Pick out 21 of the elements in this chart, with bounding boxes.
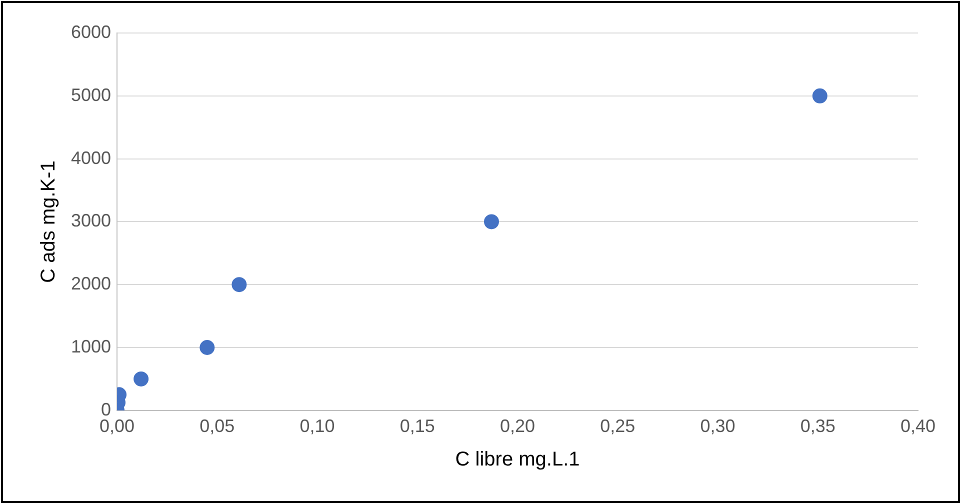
y-tick-label: 1000	[70, 336, 112, 356]
x-tick-label: 0,35	[800, 416, 836, 436]
y-tick-label: 4000	[70, 148, 112, 168]
y-tick-label: 2000	[70, 274, 112, 294]
x-tick-label: 0,30	[700, 416, 736, 436]
x-tick-label: 0,20	[500, 416, 536, 436]
x-tick-label: 0,05	[200, 416, 235, 436]
point	[812, 88, 828, 104]
y-tick-label: 5000	[70, 84, 112, 105]
point	[484, 214, 499, 230]
x-tick-label: 0,10	[300, 416, 335, 436]
point	[232, 277, 247, 292]
y-tick-label: 3000	[70, 210, 112, 231]
x-tick-label: 0,40	[900, 416, 936, 436]
x-tick-label: 0,15	[400, 416, 435, 436]
x-tick-label: 0,25	[600, 416, 636, 436]
point	[134, 371, 149, 386]
x-axis-title: C libre mg.L.1	[455, 448, 580, 471]
point	[200, 340, 215, 355]
y-tick-label: 6000	[70, 22, 112, 42]
y-axis-title: C ads mg.K-1	[38, 160, 60, 283]
